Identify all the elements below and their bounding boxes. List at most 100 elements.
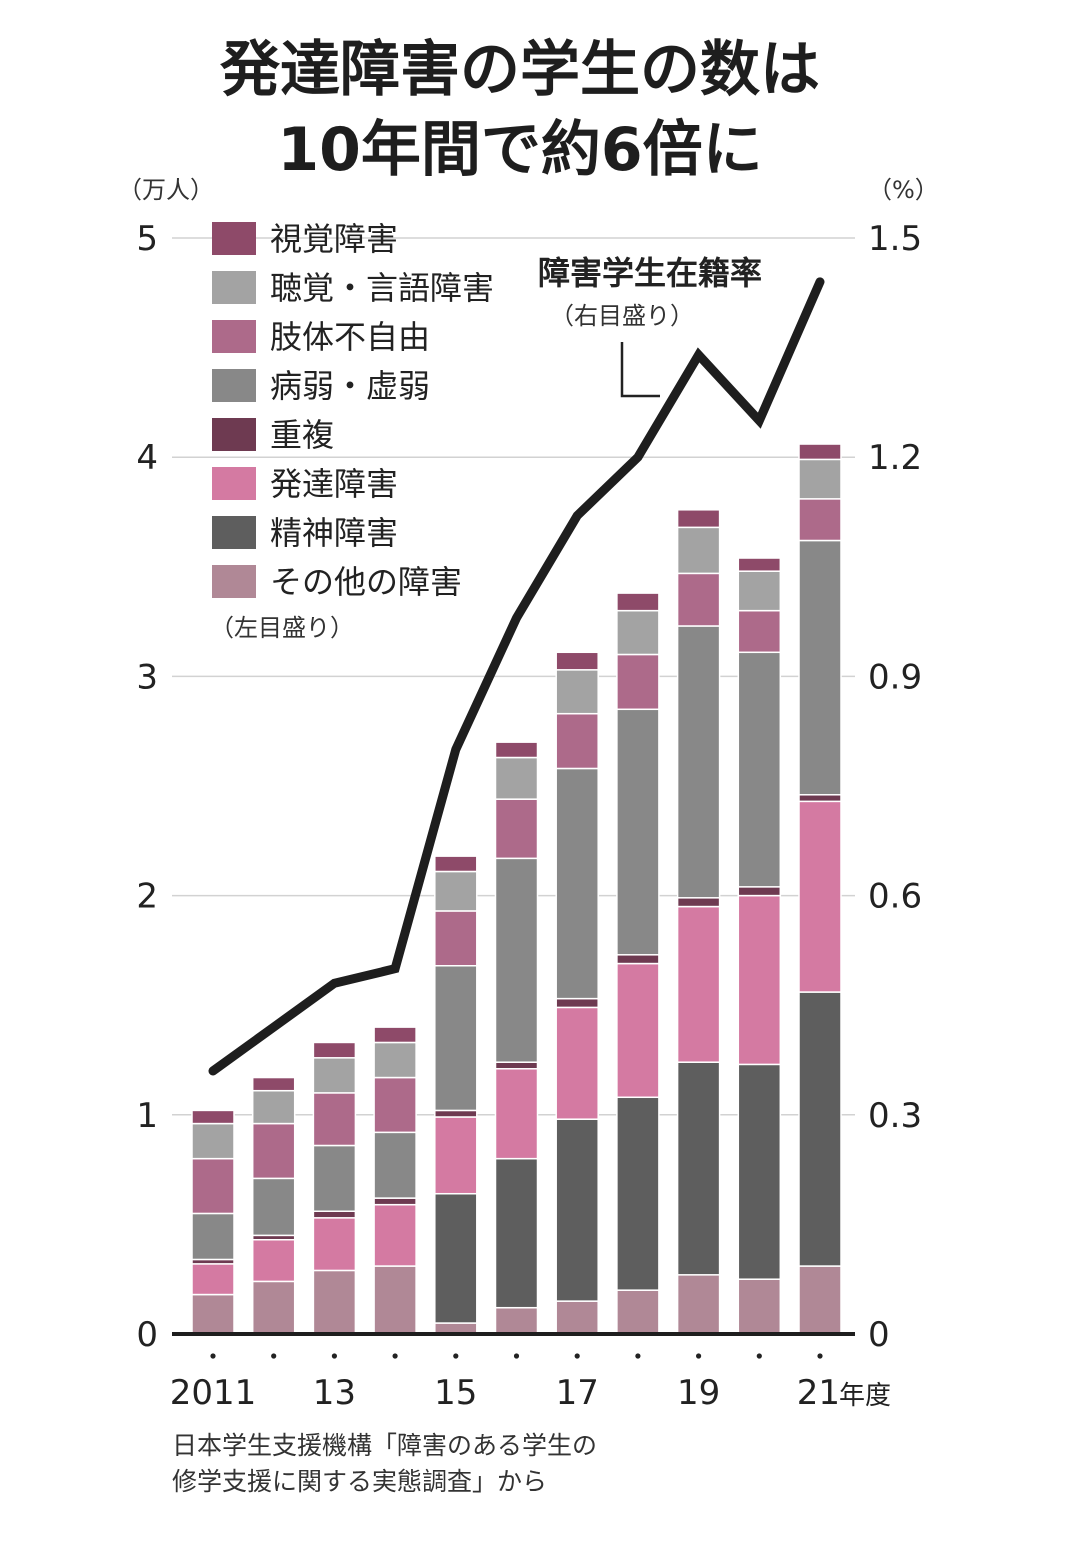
bar-segment <box>494 741 539 759</box>
legend-note: （左目盛り） <box>210 614 354 642</box>
bar-segment <box>555 712 599 770</box>
right-tick-label: 1.5 <box>868 219 922 259</box>
legend-label: 精神障害 <box>270 514 398 552</box>
bar-segment <box>494 1157 539 1309</box>
bar-segment <box>798 800 842 993</box>
left-tick-label: 0 <box>136 1315 158 1355</box>
bar-segment <box>434 1109 478 1118</box>
bar-segment <box>555 669 599 715</box>
legend-swatch <box>212 516 256 549</box>
bar-segment <box>191 1122 235 1160</box>
bar-segment <box>616 962 660 1099</box>
bar-segment <box>616 1289 660 1335</box>
bar-segment <box>373 1131 417 1199</box>
x-tick-dot <box>271 1353 277 1359</box>
stacked-bars <box>191 443 842 1335</box>
bar-segment <box>555 651 599 671</box>
bar-segment <box>312 1144 357 1212</box>
x-tick-dot <box>392 1353 398 1359</box>
legend-label: 視覚障害 <box>270 220 398 258</box>
left-tick-label: 2 <box>136 877 158 917</box>
bar-segment <box>434 1116 478 1195</box>
bar-segment <box>373 1076 417 1134</box>
bar-segment <box>434 870 478 912</box>
line-annotation-title: 障害学生在籍率 <box>538 254 762 292</box>
legend-swatch <box>212 467 256 500</box>
x-tick-label: 17 <box>556 1373 599 1413</box>
bar-segment <box>251 1122 296 1180</box>
bar-segment <box>676 897 721 908</box>
left-tick-label: 4 <box>136 438 158 478</box>
bar-segment <box>798 1265 842 1335</box>
right-tick-label: 0 <box>868 1315 890 1355</box>
bar-segment <box>494 1068 539 1160</box>
bar-segment <box>737 609 782 654</box>
source-line-2: 修学支援に関する実態調査」から <box>172 1467 547 1496</box>
bar-segment <box>798 458 842 500</box>
bar-segment <box>737 886 782 897</box>
legend-swatch <box>212 565 256 598</box>
bar-segment <box>434 1192 478 1324</box>
left-axis-ticks: 0 1 2 3 4 5 <box>136 219 158 1355</box>
right-tick-label: 0.6 <box>868 877 922 917</box>
line-annotation-note: （右目盛り） <box>550 302 694 330</box>
legend-label: 肢体不自由 <box>270 318 430 356</box>
bar-segment <box>616 1096 660 1291</box>
bar-segment <box>555 767 599 1000</box>
x-tick-dot <box>756 1353 762 1359</box>
right-axis-unit: （%） <box>868 176 939 204</box>
legend-swatch <box>212 320 256 353</box>
bar-segment <box>251 1280 296 1335</box>
right-axis-ticks: 0 0.3 0.6 0.9 1.2 1.5 <box>868 219 922 1355</box>
bar-segment <box>737 1063 782 1280</box>
left-tick-label: 1 <box>136 1096 158 1136</box>
x-tick-dot <box>574 1353 580 1359</box>
source-line-1: 日本学生支援機構「障害のある学生の <box>172 1431 597 1460</box>
bar-segment <box>373 1026 417 1044</box>
bar-segment <box>312 1210 357 1219</box>
legend-swatch <box>212 222 256 255</box>
bar-segment <box>616 954 660 965</box>
bar-segment <box>373 1197 417 1206</box>
bar-segment <box>494 798 539 860</box>
bar-segment <box>191 1212 235 1261</box>
bar-segment <box>434 855 478 873</box>
bar-segment <box>191 1263 235 1296</box>
enrollment-rate-line <box>208 277 825 1076</box>
legend-label: 重複 <box>270 416 334 454</box>
bar-segment <box>737 1278 782 1335</box>
bar-segment <box>494 857 539 1063</box>
bar-segment <box>798 498 842 542</box>
bar-segment <box>798 991 842 1267</box>
bar-segment <box>191 1157 235 1215</box>
bar-segment <box>312 1041 357 1059</box>
bar-segment <box>737 557 782 572</box>
bar-segment <box>676 526 721 575</box>
chart-title-line-1: 発達障害の学生の数は <box>220 35 820 105</box>
bar-segment <box>251 1238 296 1283</box>
bar-segment <box>616 653 660 711</box>
bar-segment <box>191 1293 235 1335</box>
bar-segment <box>555 1118 599 1302</box>
x-axis-ticks: 2011 13 15 17 19 21 <box>170 1353 840 1413</box>
bar-segment <box>555 1300 599 1335</box>
bar-segment <box>798 539 842 796</box>
legend-label: 病弱・虚弱 <box>270 367 430 405</box>
bar-segment <box>312 1057 357 1094</box>
x-tick-dot <box>817 1353 823 1359</box>
x-tick-label: 2011 <box>170 1373 257 1413</box>
bar-segment <box>737 651 782 888</box>
right-tick-label: 0.9 <box>868 657 922 697</box>
bar-segment <box>373 1203 417 1267</box>
x-tick-label: 15 <box>434 1373 477 1413</box>
bar-segment <box>737 894 782 1066</box>
bar-segment <box>312 1269 357 1335</box>
legend-label: 聴覚・言語障害 <box>270 269 494 307</box>
left-axis-unit: （万人） <box>118 176 214 204</box>
bar-segment <box>616 609 660 656</box>
x-tick-dot <box>453 1353 459 1359</box>
bar-segment <box>373 1265 417 1335</box>
bar-segment <box>251 1089 296 1125</box>
legend-label: その他の障害 <box>270 563 462 601</box>
